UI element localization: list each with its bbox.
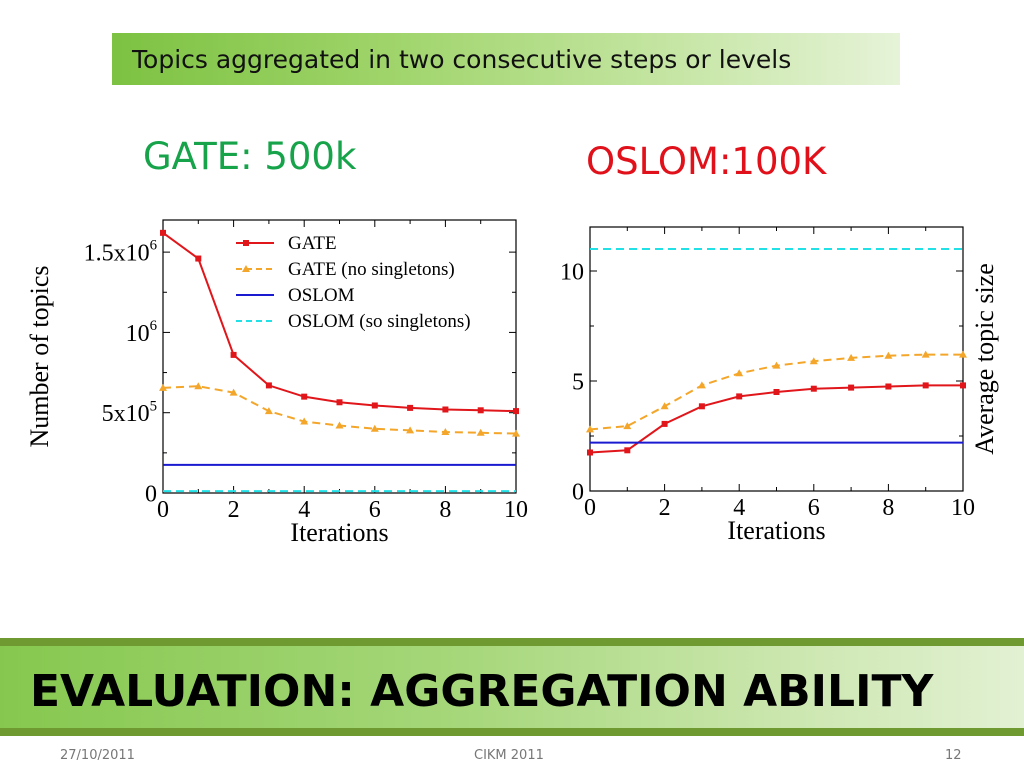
data-point <box>513 408 519 415</box>
data-point <box>624 447 631 454</box>
y-tick-label: 0 <box>145 481 157 507</box>
data-point <box>264 407 273 415</box>
data-point <box>476 428 485 436</box>
footer-event: CIKM 2011 <box>474 748 544 763</box>
data-point <box>810 385 817 392</box>
x-axis-label: Iterations <box>727 516 825 545</box>
y-tick-label: 10 <box>560 259 584 285</box>
data-point <box>406 426 415 434</box>
data-point <box>442 406 449 413</box>
footer-date: 27/10/2011 <box>60 748 135 763</box>
data-point <box>477 407 484 414</box>
data-point <box>229 388 238 396</box>
data-point <box>586 425 594 433</box>
footer-page-number: 12 <box>945 748 962 763</box>
data-point <box>809 357 818 365</box>
data-point <box>300 417 309 425</box>
x-tick-label: 0 <box>157 497 169 523</box>
x-tick-label: 8 <box>882 495 894 521</box>
data-point <box>195 255 202 262</box>
data-point <box>370 424 379 432</box>
x-tick-label: 6 <box>808 495 820 521</box>
data-point <box>772 361 781 369</box>
data-point <box>698 403 705 410</box>
data-point <box>335 421 344 429</box>
subtitle-text: Topics aggregated in two consecutive ste… <box>132 45 792 74</box>
title-band: EVALUATION: AGGREGATION ABILITY <box>0 638 1024 736</box>
legend-label: OSLOM (so singletons) <box>288 311 471 332</box>
series-1 <box>159 382 520 437</box>
data-point <box>159 383 167 391</box>
x-tick-label: 8 <box>439 497 451 523</box>
x-tick-label: 10 <box>951 495 975 521</box>
y-tick-label: 5 <box>572 369 584 395</box>
data-point <box>160 229 166 236</box>
left-chart-caption: GATE: 500k <box>143 135 357 178</box>
data-point <box>960 382 966 389</box>
x-axis-label: Iterations <box>290 518 388 547</box>
plot-frame <box>589 226 964 492</box>
series-0 <box>160 229 519 415</box>
subtitle-banner: Topics aggregated in two consecutive ste… <box>112 33 900 85</box>
data-point <box>697 381 706 389</box>
y-tick-label: 5x105 <box>102 398 157 427</box>
data-point <box>959 350 967 358</box>
data-point <box>848 384 855 391</box>
data-point <box>773 389 780 395</box>
legend-marker <box>243 240 249 246</box>
data-point <box>301 393 308 400</box>
data-point <box>921 350 930 358</box>
data-point <box>587 449 593 456</box>
band-gradient: EVALUATION: AGGREGATION ABILITY <box>0 646 1024 728</box>
data-point <box>660 402 669 410</box>
x-tick-label: 4 <box>733 495 745 521</box>
data-point <box>885 383 892 390</box>
data-point <box>371 402 378 409</box>
data-point <box>512 429 520 437</box>
data-point <box>847 353 856 361</box>
series-1 <box>586 350 967 433</box>
y-tick-label: 1.5x106 <box>84 238 157 267</box>
x-tick-label: 10 <box>504 497 528 523</box>
x-tick-label: 4 <box>298 497 310 523</box>
x-tick-label: 2 <box>659 495 671 521</box>
y-tick-label: 106 <box>126 318 157 347</box>
data-point <box>194 382 203 390</box>
band-top-stripe <box>0 638 1024 646</box>
data-point <box>922 382 929 389</box>
data-point <box>336 399 343 406</box>
data-point <box>735 369 744 377</box>
legend-label: GATE (no singletons) <box>288 259 455 280</box>
data-point <box>623 422 632 430</box>
series-0 <box>587 382 966 456</box>
data-point <box>265 382 272 389</box>
legend-label: GATE <box>288 233 337 254</box>
right-chart-caption: OSLOM:100K <box>586 140 827 183</box>
x-tick-label: 2 <box>228 497 240 523</box>
y-axis-label: Number of topics <box>25 266 54 448</box>
x-tick-label: 6 <box>369 497 381 523</box>
data-point <box>441 427 450 435</box>
y-tick-label: 0 <box>572 479 584 505</box>
data-point <box>230 351 237 358</box>
data-point <box>736 393 743 400</box>
x-tick-label: 0 <box>584 495 596 521</box>
band-bottom-stripe <box>0 728 1024 736</box>
legend-label: OSLOM <box>288 285 355 306</box>
data-point <box>407 404 414 411</box>
slide-title: EVALUATION: AGGREGATION ABILITY <box>30 666 934 717</box>
data-point <box>884 351 893 359</box>
y-axis-label: Average topic size <box>970 263 999 455</box>
data-point <box>661 420 668 427</box>
legend-marker <box>242 265 250 272</box>
